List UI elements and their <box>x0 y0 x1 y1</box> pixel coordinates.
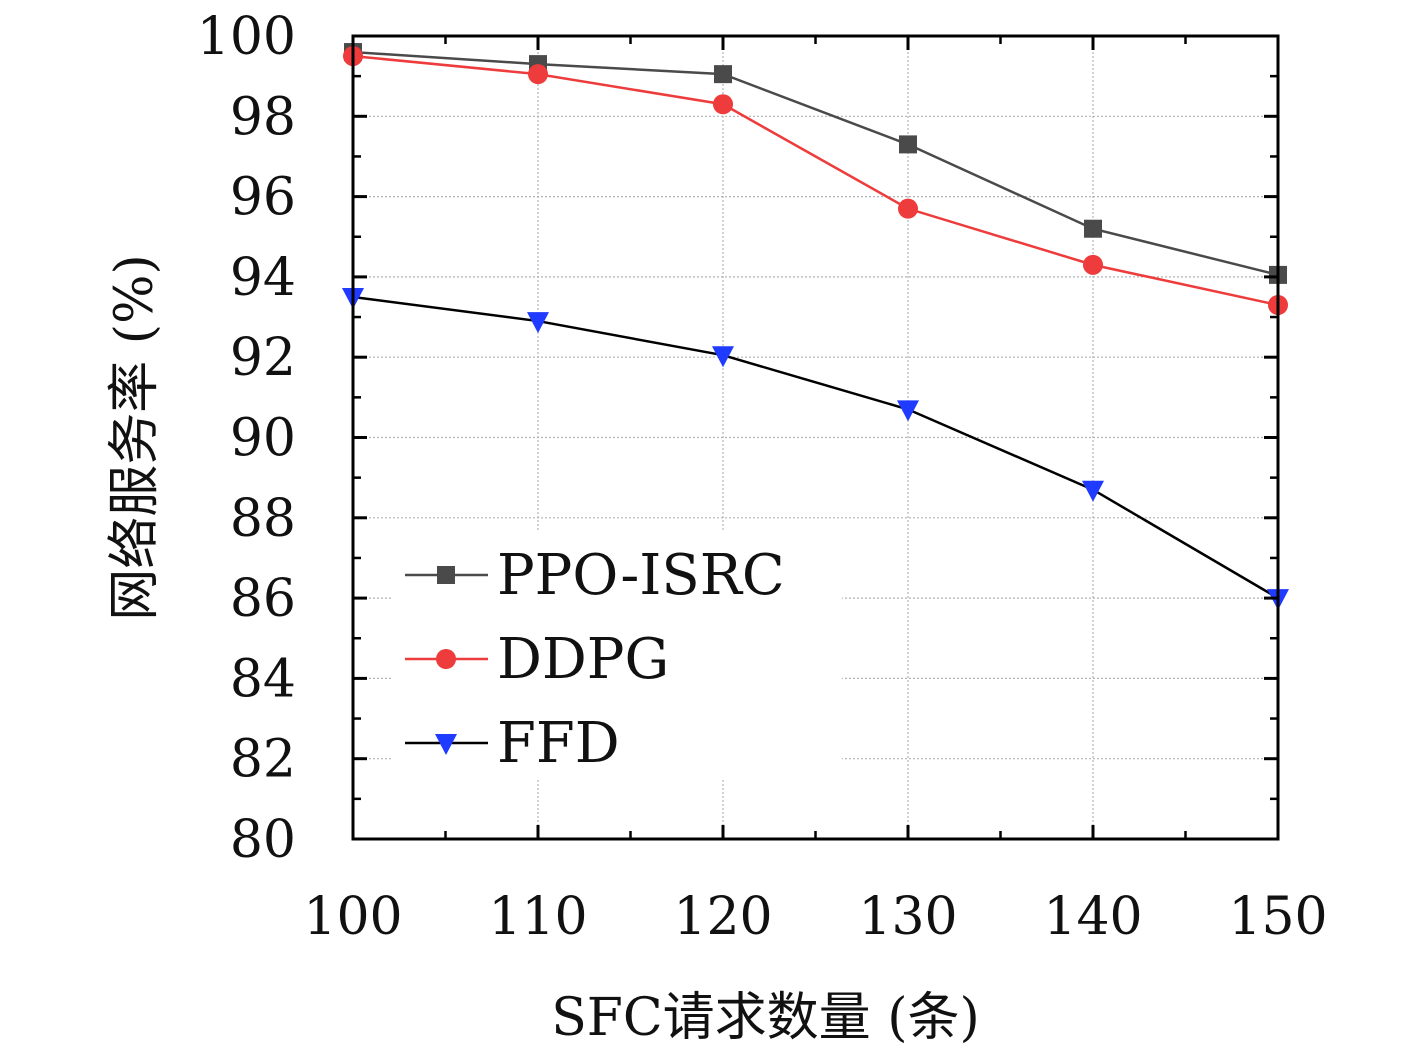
y-tick-label: 100 <box>197 7 296 67</box>
data-point <box>1082 481 1104 502</box>
y-tick-label: 98 <box>230 87 296 147</box>
y-tick-label: 90 <box>230 409 296 469</box>
y-tick-label: 86 <box>230 569 296 629</box>
y-tick-label: 92 <box>230 328 296 388</box>
x-tick-label: 150 <box>1228 887 1327 947</box>
series-line <box>353 56 1278 305</box>
legend-label: FFD <box>497 711 620 776</box>
data-point <box>1083 255 1103 275</box>
data-point <box>1084 220 1102 238</box>
series-ddpg <box>343 46 1288 315</box>
y-tick-label: 84 <box>230 649 296 709</box>
x-tick-label: 130 <box>858 887 957 947</box>
x-tick-label: 140 <box>1043 887 1142 947</box>
legend-marker <box>436 649 456 669</box>
data-point <box>897 400 919 421</box>
y-tick-label: 96 <box>230 168 296 228</box>
y-tick-label: 88 <box>230 489 296 549</box>
series-line <box>353 52 1278 275</box>
tick-labels: 100 110 120 130 140 150 80 82 84 86 88 90 92 94 96 98 10… <box>197 7 1328 947</box>
legend-label: PPO-ISRC <box>497 543 785 608</box>
data-point <box>528 64 548 84</box>
series-layer <box>342 43 1289 610</box>
line-chart: 100 110 120 130 140 150 80 82 84 86 88 90 92 94 96 98 10… <box>0 0 1417 1063</box>
x-tick-label: 100 <box>303 887 402 947</box>
y-tick-label: 80 <box>230 810 296 870</box>
y-tick-label: 94 <box>230 248 296 308</box>
data-point <box>898 199 918 219</box>
data-point <box>713 94 733 114</box>
x-tick-label: 120 <box>673 887 772 947</box>
data-point <box>899 135 917 153</box>
series-ppo-isrc <box>344 43 1287 284</box>
x-tick-label: 110 <box>488 887 587 947</box>
x-axis-title: SFC请求数量 (条) <box>551 988 980 1048</box>
y-axis-title: 网络服务率 (%) <box>105 254 165 621</box>
y-tick-label: 82 <box>230 730 296 790</box>
legend-label: DDPG <box>497 627 669 692</box>
legend-marker <box>437 566 455 584</box>
legend: PPO-ISRC DDPG FFD <box>392 530 842 780</box>
data-point <box>714 65 732 83</box>
